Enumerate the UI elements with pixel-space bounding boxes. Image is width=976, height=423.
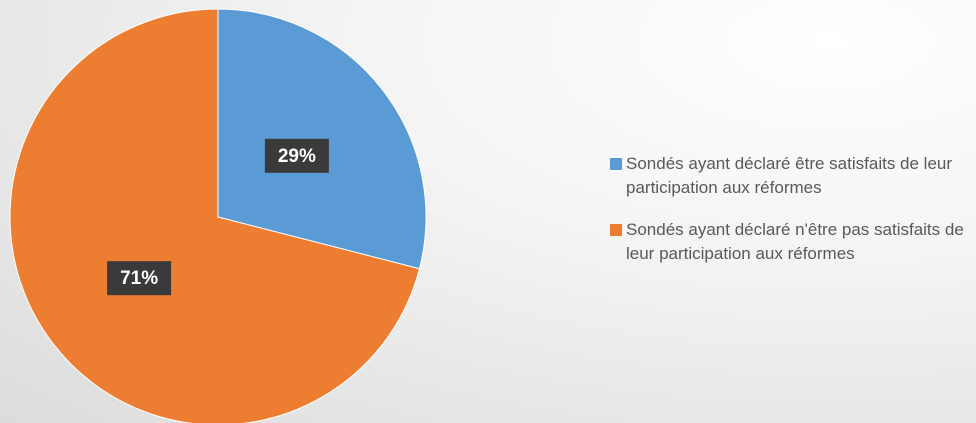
legend: Sondés ayant déclaré être satisfaits de … <box>610 152 970 284</box>
data-label: 71% <box>120 268 158 289</box>
legend-label: Sondés ayant déclaré être satisfaits de … <box>626 154 953 197</box>
data-label-box <box>107 261 172 296</box>
legend-label: Sondés ayant déclaré n'être pas satisfai… <box>626 220 964 263</box>
legend-swatch <box>610 224 622 236</box>
pie-slice <box>9 8 421 423</box>
data-label: 29% <box>278 146 316 167</box>
legend-swatch <box>610 158 622 170</box>
legend-entry: Sondés ayant déclaré n'être pas satisfai… <box>610 218 970 266</box>
data-label-box <box>264 138 329 173</box>
legend-entry: Sondés ayant déclaré être satisfaits de … <box>610 152 970 200</box>
